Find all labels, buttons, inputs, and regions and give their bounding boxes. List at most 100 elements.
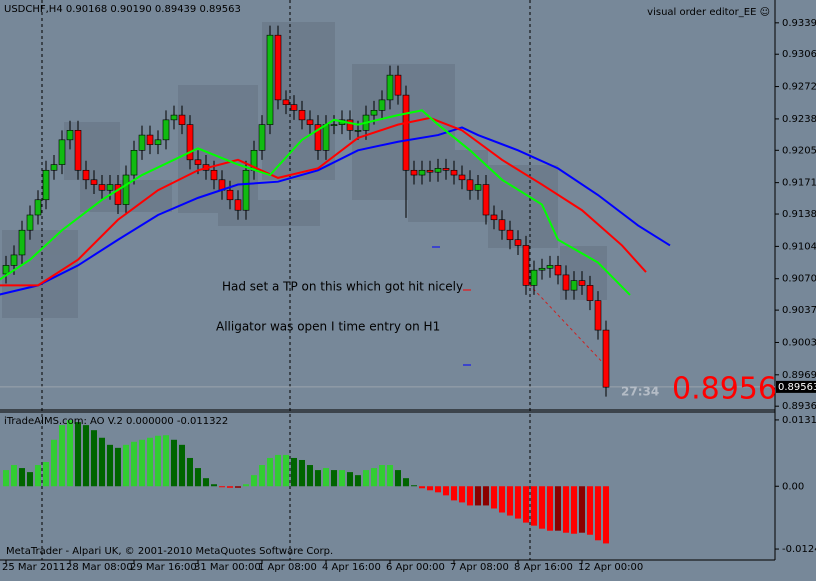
candle-body xyxy=(186,124,194,161)
candle-body xyxy=(482,184,490,216)
candle-body xyxy=(578,280,586,286)
candle-body xyxy=(210,169,218,181)
candle-body xyxy=(490,214,498,221)
annotation: Had set a TP on this which got hit nicel… xyxy=(222,280,463,294)
ao-bar xyxy=(235,486,241,488)
ao-bar xyxy=(195,468,201,487)
order-marks xyxy=(432,246,606,366)
ao-bar xyxy=(227,486,233,488)
candle-body xyxy=(154,139,162,145)
candle-body xyxy=(322,124,330,151)
ao-bar xyxy=(211,484,217,487)
alligator-line xyxy=(0,109,631,296)
ao-bar xyxy=(99,437,105,487)
zone xyxy=(64,122,120,180)
ao-bar xyxy=(315,470,321,487)
zone xyxy=(408,150,488,222)
candle-body xyxy=(58,139,66,165)
ao-bar xyxy=(483,486,489,506)
y-tick-label: 0.00 xyxy=(782,481,804,492)
candle-body xyxy=(514,239,522,246)
trade-line xyxy=(524,279,606,366)
ao-bar xyxy=(91,430,97,487)
candle-body xyxy=(450,169,458,176)
zone xyxy=(2,230,78,318)
candle-body xyxy=(474,184,482,191)
candle-body xyxy=(138,134,146,151)
ao-bar xyxy=(291,457,297,487)
candle-body xyxy=(378,99,386,111)
candle-body xyxy=(506,229,514,241)
candle-body xyxy=(370,110,378,116)
ao-bar xyxy=(11,465,17,487)
ao-bar xyxy=(107,444,113,487)
indicator-title: iTradeAIMS.com: AO V.2 0.000000 -0.01132… xyxy=(4,416,228,427)
ao-bar xyxy=(571,486,577,534)
candle-body xyxy=(458,174,466,181)
ao-bar xyxy=(147,437,153,487)
candle-body xyxy=(90,179,98,185)
candle-body xyxy=(146,134,154,145)
ao-bar xyxy=(387,465,393,487)
x-tick-label: 6 Apr 00:00 xyxy=(386,562,445,573)
candle-body xyxy=(498,219,506,231)
ao-bar xyxy=(19,468,25,487)
candle-body xyxy=(530,269,538,286)
candle-body xyxy=(114,184,122,205)
candle-body xyxy=(346,119,354,131)
candle-body xyxy=(42,169,50,201)
annotation: Alligator was open I time entry on H1 xyxy=(216,320,440,334)
ao-bar xyxy=(563,486,569,533)
ao-bar xyxy=(363,470,369,487)
candle-body xyxy=(522,245,530,286)
ao-bar xyxy=(59,425,65,487)
ao-bar xyxy=(51,439,57,487)
ao-bar xyxy=(443,486,449,496)
candle-body xyxy=(18,229,26,256)
ao-bar xyxy=(163,435,169,487)
x-tick-label: 29 Mar 16:00 xyxy=(130,562,197,573)
ao-bar xyxy=(299,459,305,487)
candle-body xyxy=(258,124,266,151)
ao-bar xyxy=(171,439,177,487)
candle-body xyxy=(418,169,426,176)
ao-bar xyxy=(515,486,521,519)
candle-body xyxy=(466,179,474,191)
ao-bar xyxy=(139,439,145,487)
x-tick-label: 12 Apr 00:00 xyxy=(578,562,643,573)
candle-body xyxy=(106,184,114,191)
candle-body xyxy=(354,130,362,132)
alligator-line xyxy=(0,126,671,296)
candle-body xyxy=(562,274,570,291)
candle-body xyxy=(82,169,90,181)
ao-bar xyxy=(539,486,545,529)
bid-label: 0.89563 xyxy=(778,382,816,393)
ao-bar xyxy=(251,475,257,487)
ao-bar xyxy=(27,472,33,487)
candle-body xyxy=(226,189,234,201)
ao-bar xyxy=(467,486,473,506)
candle-body xyxy=(274,34,282,101)
candle-body xyxy=(434,168,442,173)
ao-bar xyxy=(595,486,601,541)
ao-bar xyxy=(115,447,121,487)
window-label: visual order editor_EE ☺ xyxy=(647,7,770,18)
ao-bar xyxy=(203,478,209,487)
candle-body xyxy=(298,110,306,121)
candle-body xyxy=(602,329,610,388)
ao-bar xyxy=(547,486,553,531)
ao-bar xyxy=(307,465,313,487)
candle-body xyxy=(594,300,602,331)
ao-bar xyxy=(347,472,353,487)
candle-body xyxy=(66,130,74,141)
candle-body xyxy=(130,150,138,176)
x-tick-label: 4 Apr 16:00 xyxy=(322,562,381,573)
candle-body xyxy=(50,164,58,171)
